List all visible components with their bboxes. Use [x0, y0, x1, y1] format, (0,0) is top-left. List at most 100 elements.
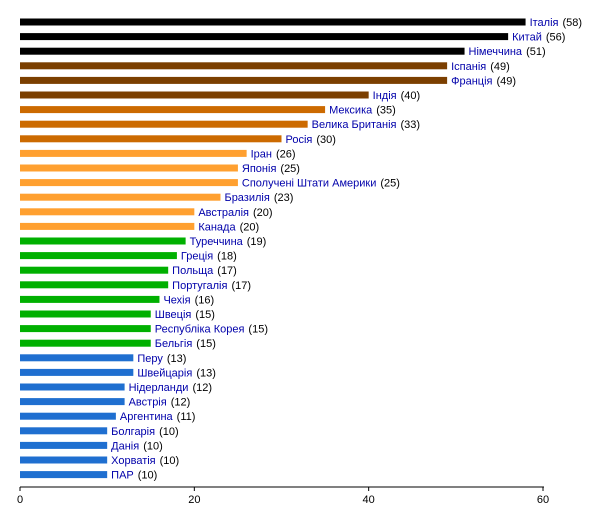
bar-category-label: Німеччина — [469, 46, 523, 58]
bar-label: Бельгія (15) — [155, 338, 216, 350]
bar-label: Греція (18) — [181, 251, 237, 263]
bar-category-label: Чехія — [163, 294, 190, 306]
bar-category-label: Австралія — [198, 207, 249, 219]
bar-category-label: Республіка Корея — [155, 324, 245, 336]
bar-value-label: (12) — [192, 382, 212, 394]
bar — [20, 398, 125, 406]
bar — [20, 266, 169, 274]
bar-value-label: (51) — [526, 46, 546, 58]
bar-category-label: Хорватія — [111, 455, 156, 467]
bar — [20, 120, 308, 128]
bar-label: Туреччина (19) — [190, 236, 267, 248]
bar-label: Нідерланди (12) — [129, 382, 212, 394]
x-axis: 0 20 40 60 — [17, 486, 549, 506]
bar — [20, 76, 448, 84]
bar — [20, 208, 195, 216]
bar-category-label: Іспанія — [451, 61, 486, 73]
bar-label: Перу (13) — [137, 353, 186, 365]
bar — [20, 164, 238, 172]
bar-value-label: (25) — [280, 163, 300, 175]
bar — [20, 179, 238, 187]
bar — [20, 383, 125, 391]
bar-label: Італія (58) — [530, 17, 582, 29]
bar-category-label: Греція — [181, 251, 213, 263]
bar-category-label: Перу — [137, 353, 163, 365]
bar — [20, 354, 134, 362]
bar-label: Австралія (20) — [198, 207, 272, 219]
bar-value-label: (15) — [195, 309, 215, 321]
bar — [20, 106, 326, 114]
bar-label: Швейцарія (13) — [137, 367, 216, 379]
bar — [20, 91, 369, 99]
bar-category-label: Японія — [242, 163, 277, 175]
bar-category-label: Китай — [512, 32, 542, 44]
bar-label: Японія (25) — [242, 163, 300, 175]
bar-value-label: (20) — [253, 207, 273, 219]
bar-category-label: Туреччина — [190, 236, 244, 248]
bar-category-label: Болгарія — [111, 426, 155, 438]
bar-category-label: Швейцарія — [137, 367, 192, 379]
bar — [20, 471, 108, 479]
bar-category-label: Польща — [172, 265, 214, 277]
bar-value-label: (19) — [247, 236, 267, 248]
bar-label: Аргентина (11) — [120, 411, 196, 423]
bar — [20, 281, 169, 289]
bar — [20, 237, 186, 245]
bar-label: Австрія (12) — [129, 397, 191, 409]
bars-group: Італія (58) Китай (56) Німеччина (51) Іспанія (… — [20, 17, 582, 482]
bar-label: Франція (49) — [451, 75, 516, 87]
bar-value-label: (26) — [276, 148, 296, 160]
bar-value-label: (20) — [240, 221, 260, 233]
bar-category-label: Франція — [451, 75, 492, 87]
bar-label: Болгарія (10) — [111, 426, 178, 438]
bar-label: Швеція (15) — [155, 309, 215, 321]
bar-label: Китай (56) — [512, 32, 565, 44]
bar-value-label: (18) — [217, 251, 237, 263]
bar-value-label: (35) — [376, 105, 396, 117]
bar-label: Республіка Корея (15) — [155, 324, 268, 336]
bar-value-label: (10) — [143, 440, 163, 452]
x-tick-label: 0 — [17, 494, 23, 506]
bar — [20, 427, 108, 435]
x-tick-label: 20 — [188, 494, 200, 506]
bar-value-label: (12) — [171, 397, 191, 409]
bar — [20, 339, 151, 347]
bar — [20, 325, 151, 333]
bar-label: Португалія (17) — [172, 280, 251, 292]
bar-category-label: Сполучені Штати Америки — [242, 178, 376, 190]
bar-category-label: Росія — [286, 134, 313, 146]
bar — [20, 441, 108, 449]
bar-label: Іспанія (49) — [451, 61, 510, 73]
bar-label: Мексика (35) — [329, 105, 396, 117]
bar-value-label: (16) — [195, 294, 215, 306]
bar-category-label: Бельгія — [155, 338, 193, 350]
bar-category-label: ПАР — [111, 470, 134, 482]
x-tick-label: 40 — [363, 494, 375, 506]
bar-value-label: (58) — [562, 17, 582, 29]
bar — [20, 456, 108, 464]
bar — [20, 135, 282, 143]
bar-value-label: (49) — [490, 61, 510, 73]
bar-value-label: (49) — [496, 75, 516, 87]
bar-category-label: Аргентина — [120, 411, 174, 423]
bar-value-label: (33) — [401, 119, 421, 131]
bar-value-label: (25) — [380, 178, 400, 190]
bar-value-label: (15) — [248, 324, 268, 336]
bar-value-label: (10) — [159, 426, 179, 438]
bar-value-label: (15) — [196, 338, 216, 350]
bar — [20, 412, 116, 420]
bar-value-label: (40) — [401, 90, 421, 102]
bar-label: Данія (10) — [111, 440, 163, 452]
bar-label: Індія (40) — [373, 90, 421, 102]
bar-value-label: (23) — [274, 192, 294, 204]
bar-label: Хорватія (10) — [111, 455, 179, 467]
bar-label: Сполучені Штати Америки (25) — [242, 178, 400, 190]
bar-label: Іран (26) — [251, 148, 296, 160]
bar-value-label: (17) — [231, 280, 251, 292]
bar-category-label: Велика Британія — [312, 119, 397, 131]
bar-category-label: Португалія — [172, 280, 227, 292]
bar-category-label: Австрія — [129, 397, 167, 409]
bar-category-label: Італія — [530, 17, 559, 29]
bar — [20, 295, 160, 303]
